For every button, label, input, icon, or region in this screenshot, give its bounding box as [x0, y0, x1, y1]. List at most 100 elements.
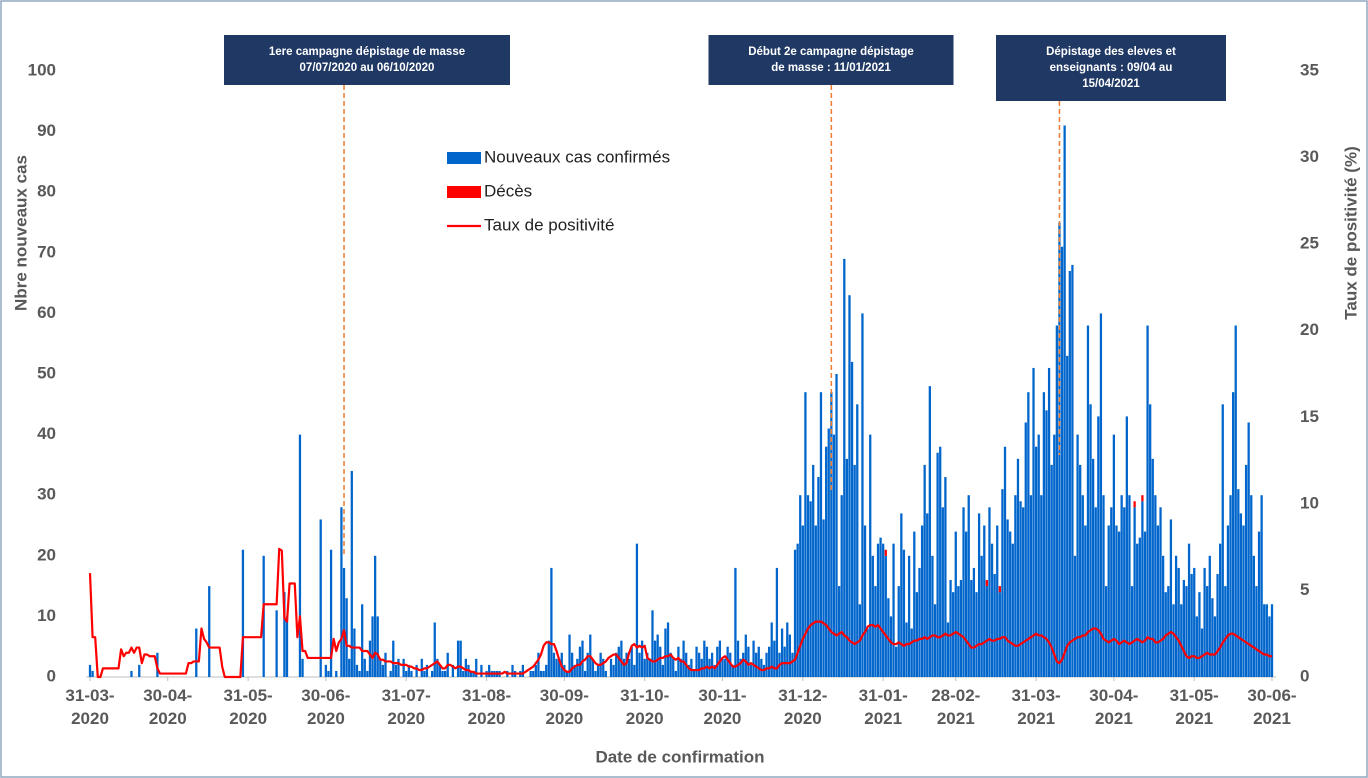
x-tick-label: 30-04- 2021 [1089, 686, 1138, 728]
bar [993, 573, 996, 677]
bar [537, 652, 540, 677]
bar [1089, 404, 1092, 677]
bar [1270, 604, 1274, 677]
x-tick-label: 31-07- 2020 [382, 686, 431, 728]
bar [371, 616, 374, 677]
bar [837, 586, 841, 677]
annotation-box [996, 35, 1226, 101]
bar [348, 658, 351, 677]
annotation-text: Début 2e campagne dépistage [748, 46, 914, 58]
bar [926, 513, 929, 677]
x-tick-line: 2021 [1095, 709, 1133, 728]
bar [568, 634, 571, 677]
bar [550, 567, 553, 677]
bar [373, 555, 377, 677]
annotation-text: 1ere campagne dépistage de masse [269, 46, 465, 58]
bar [363, 658, 366, 677]
bar [674, 670, 677, 677]
bar [410, 670, 413, 677]
bar [1213, 616, 1217, 677]
y2-tick-label: 20 [1300, 320, 1319, 339]
bar [985, 586, 989, 677]
bar [692, 670, 696, 677]
bar [747, 646, 750, 677]
bar [539, 670, 543, 677]
x-tick-line: 30-04- [143, 686, 192, 705]
bar [983, 525, 986, 677]
bar [1136, 543, 1139, 677]
bar [1257, 531, 1261, 677]
y-tick-label: 70 [37, 242, 56, 261]
bar [1024, 422, 1027, 677]
x-tick-label: 31-03- 2021 [1012, 686, 1061, 728]
bar [628, 658, 631, 677]
bar [91, 670, 94, 677]
bar [863, 525, 867, 677]
y-tick-label: 10 [37, 606, 56, 625]
bar [1037, 434, 1040, 677]
bar [1112, 434, 1116, 677]
annotation-text: enseignants : 09/04 au [1050, 62, 1173, 74]
bar [1211, 598, 1214, 677]
bar [578, 646, 582, 677]
bar [1141, 501, 1144, 677]
bar [910, 628, 913, 677]
bar [402, 658, 405, 677]
bar [1177, 567, 1180, 677]
bar [1060, 246, 1064, 678]
bar [998, 586, 1001, 593]
bar [946, 622, 950, 677]
bar [944, 477, 947, 677]
x-tick-line: 2020 [149, 709, 187, 728]
x-tick-line: 31-07- [382, 686, 431, 705]
bar [1068, 270, 1071, 677]
bar [1029, 495, 1033, 677]
bar [850, 361, 854, 677]
x-tick-label: 30-09- 2020 [540, 686, 589, 728]
bar [721, 658, 724, 677]
bar [1047, 367, 1051, 677]
bar [1252, 555, 1255, 677]
x-tick-line: 2020 [229, 709, 267, 728]
bar [718, 640, 722, 677]
x-tick-line: 2020 [626, 709, 664, 728]
bar [1195, 616, 1198, 677]
bar [843, 258, 846, 677]
bar [998, 592, 1001, 677]
bar [1016, 458, 1020, 677]
bar [874, 586, 877, 677]
bar [1034, 446, 1038, 677]
x-tick-label: 30-06- 2021 [1247, 686, 1296, 728]
bar [1104, 586, 1108, 677]
bar [586, 652, 589, 677]
bar [1066, 355, 1069, 677]
bar [996, 525, 999, 677]
y-tick-label: 20 [37, 545, 56, 564]
x-tick-line: 31-05- [1170, 686, 1219, 705]
bar [441, 670, 444, 677]
bar [1182, 580, 1186, 677]
x-tick-line: 2021 [1017, 709, 1055, 728]
x-tick-line: 2020 [71, 709, 109, 728]
bar [1180, 604, 1183, 677]
bar [1084, 525, 1087, 677]
bar [1045, 410, 1048, 677]
bar [1263, 604, 1266, 677]
bar [335, 670, 338, 677]
bar [918, 567, 921, 677]
bar [734, 567, 737, 677]
bar [1159, 507, 1162, 677]
bar [342, 567, 346, 677]
bar [1265, 604, 1268, 677]
bar [638, 652, 641, 677]
bar [806, 495, 810, 677]
bar [394, 664, 398, 677]
bar [1086, 325, 1090, 677]
bar [959, 580, 963, 677]
bar [830, 392, 833, 677]
bar [1219, 543, 1222, 677]
bar [710, 652, 714, 677]
bar [376, 616, 379, 677]
y2-tick-label: 0 [1300, 666, 1309, 685]
bar [488, 664, 491, 677]
